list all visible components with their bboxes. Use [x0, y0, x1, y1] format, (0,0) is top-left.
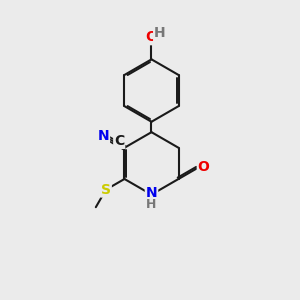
Text: N: N [98, 129, 109, 142]
Text: C: C [114, 134, 124, 148]
Text: O: O [146, 30, 158, 44]
Text: S: S [101, 183, 111, 197]
Text: H: H [146, 199, 157, 212]
Text: O: O [198, 160, 209, 174]
Text: H: H [154, 26, 166, 40]
Text: N: N [146, 186, 157, 200]
